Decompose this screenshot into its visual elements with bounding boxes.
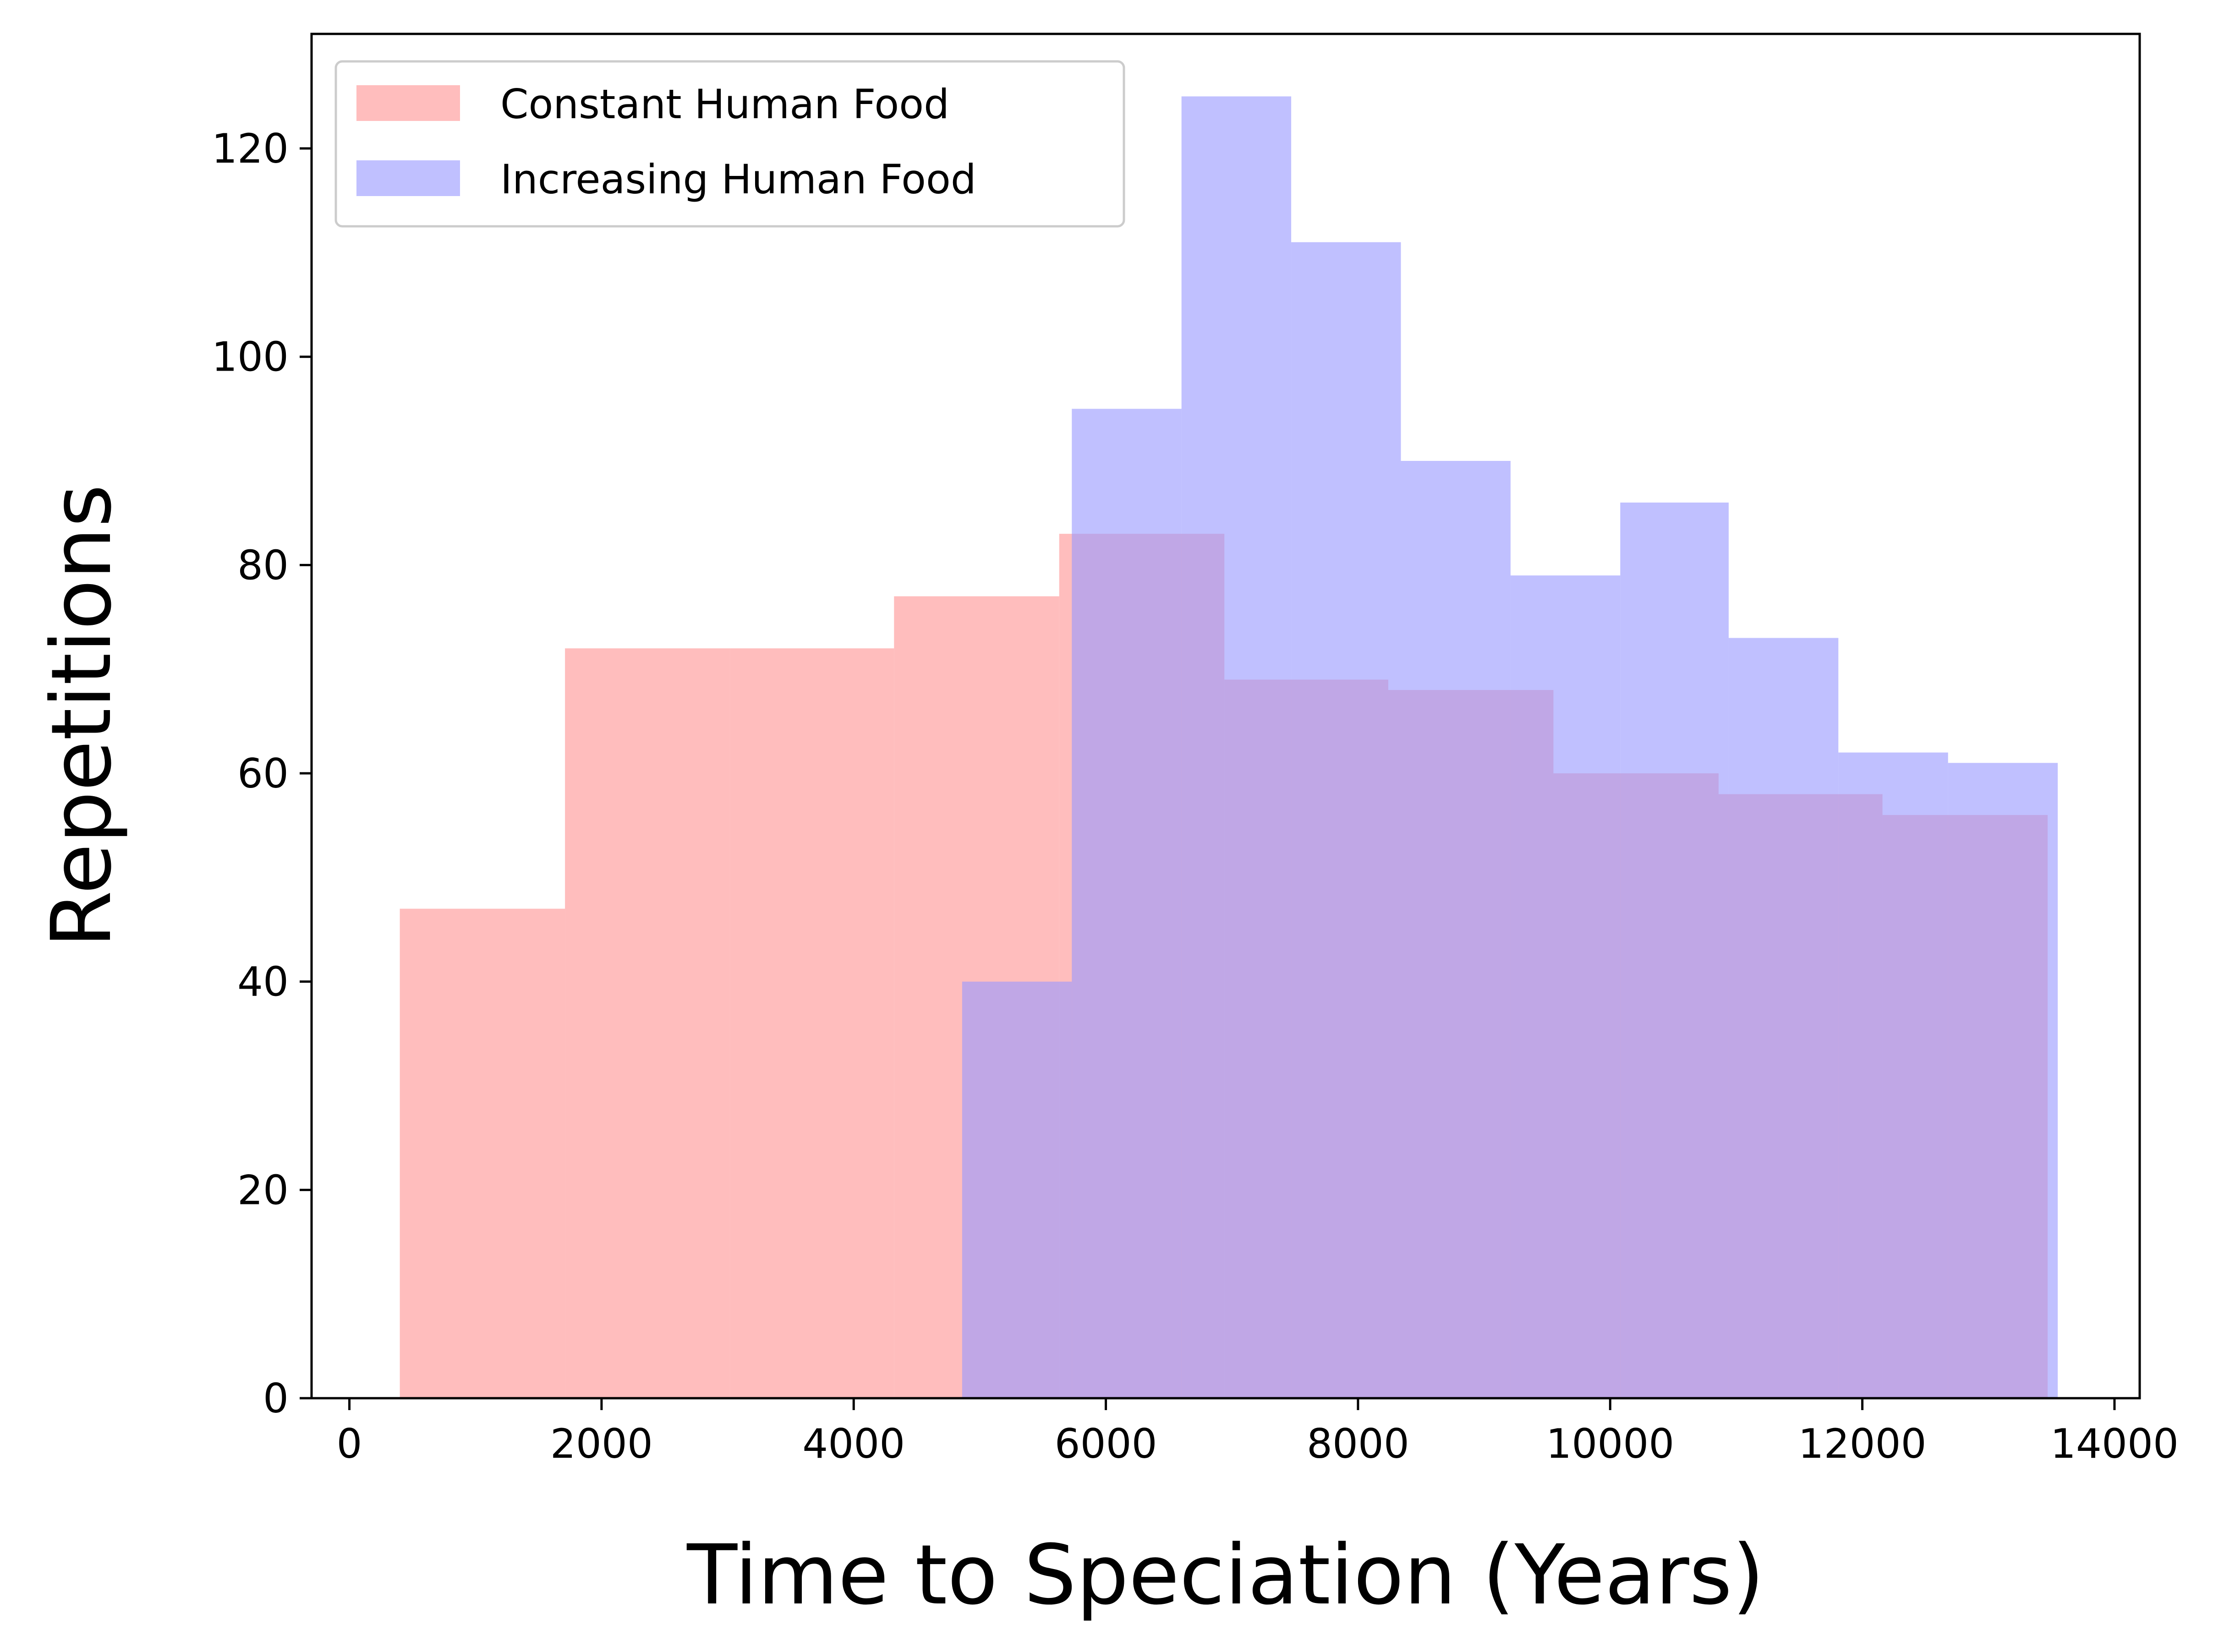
y-axis-ticks: 0 20 40 60 80 100 120: [212, 125, 312, 1422]
x-axis-ticks: 0 2000 4000 6000 8000 10000 12000 14000: [337, 1398, 2179, 1467]
bar-increasing-human-food-4: [1401, 461, 1511, 1398]
legend-swatch-increasing-human-food: [356, 160, 460, 196]
y-tick-label: 40: [237, 958, 289, 1006]
bar-increasing-human-food-8: [1838, 752, 1948, 1398]
y-tick-label: 60: [237, 750, 289, 797]
y-tick-label: 120: [212, 125, 289, 172]
y-tick-label: 100: [212, 334, 289, 381]
x-tick-label: 10000: [1546, 1420, 1674, 1467]
x-axis-title: Time to Speciation (Years): [686, 1527, 1764, 1623]
bar-constant-human-food-1: [565, 648, 730, 1398]
bar-increasing-human-food-0: [962, 981, 1072, 1398]
bar-increasing-human-food-1: [1072, 409, 1182, 1399]
legend-swatch-constant-human-food: [356, 85, 460, 121]
x-tick-label: 14000: [2050, 1420, 2179, 1467]
bar-increasing-human-food-5: [1510, 575, 1621, 1398]
y-axis-title: Repetitions: [34, 484, 130, 948]
histogram-bars: [400, 96, 2058, 1399]
x-tick-label: 2000: [550, 1420, 653, 1467]
bar-increasing-human-food-2: [1181, 96, 1292, 1398]
legend-label-increasing-human-food: Increasing Human Food: [500, 156, 976, 203]
y-tick-label: 20: [237, 1166, 289, 1214]
x-tick-label: 6000: [1055, 1420, 1157, 1467]
bar-constant-human-food-0: [400, 908, 565, 1398]
x-tick-label: 8000: [1307, 1420, 1409, 1467]
bar-constant-human-food-2: [730, 648, 894, 1398]
x-tick-label: 0: [337, 1420, 362, 1467]
y-tick-label: 80: [237, 542, 289, 589]
y-tick-label: 0: [263, 1375, 289, 1422]
legend: Constant Human Food Increasing Human Foo…: [334, 60, 1125, 228]
legend-label-constant-human-food: Constant Human Food: [500, 81, 949, 128]
bar-increasing-human-food-3: [1291, 242, 1401, 1398]
legend-frame: [334, 60, 1125, 228]
x-tick-label: 4000: [802, 1420, 905, 1467]
bar-increasing-human-food-7: [1728, 638, 1839, 1398]
bar-increasing-human-food-9: [1948, 763, 2058, 1398]
plot-frame: [310, 33, 2141, 1400]
bar-increasing-human-food-6: [1620, 502, 1729, 1398]
x-tick-label: 12000: [1798, 1420, 1927, 1467]
